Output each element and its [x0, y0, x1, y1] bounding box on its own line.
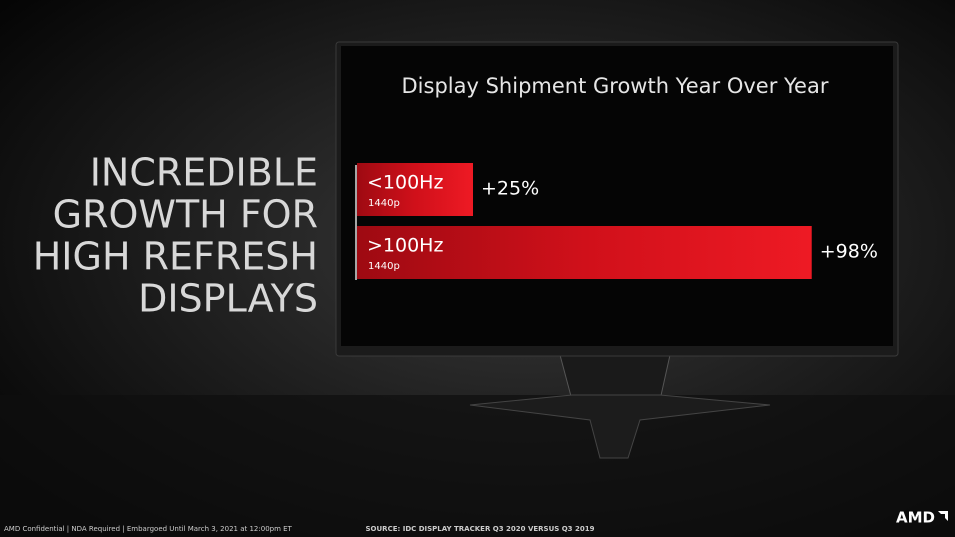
- footer-source: SOURCE: IDC DISPLAY TRACKER Q3 2020 VERS…: [366, 525, 595, 533]
- headline-line: DISPLAYS: [138, 277, 318, 321]
- value-label: +25%: [481, 178, 539, 200]
- category-sublabel: 1440p: [368, 198, 400, 209]
- logo-mark: [938, 511, 948, 521]
- headline-line: HIGH REFRESH: [33, 235, 318, 279]
- headline: INCREDIBLE GROWTH FOR HIGH REFRESH DISPL…: [33, 151, 318, 321]
- stand-neck: [559, 354, 671, 401]
- headline-line: INCREDIBLE: [90, 151, 318, 195]
- category-label: <100Hz: [367, 172, 443, 194]
- footer-notice: AMD Confidential | NDA Required | Embarg…: [4, 525, 293, 533]
- stand-base: [469, 394, 771, 459]
- bar: [357, 226, 812, 279]
- chart-title: Display Shipment Growth Year Over Year: [402, 74, 829, 98]
- value-label: +98%: [820, 241, 878, 263]
- headline-line: GROWTH FOR: [53, 193, 318, 237]
- category-label: >100Hz: [367, 235, 443, 257]
- category-sublabel: 1440p: [368, 261, 400, 272]
- floor: [0, 395, 955, 537]
- logo: AMD: [896, 509, 935, 527]
- bar: [357, 163, 473, 216]
